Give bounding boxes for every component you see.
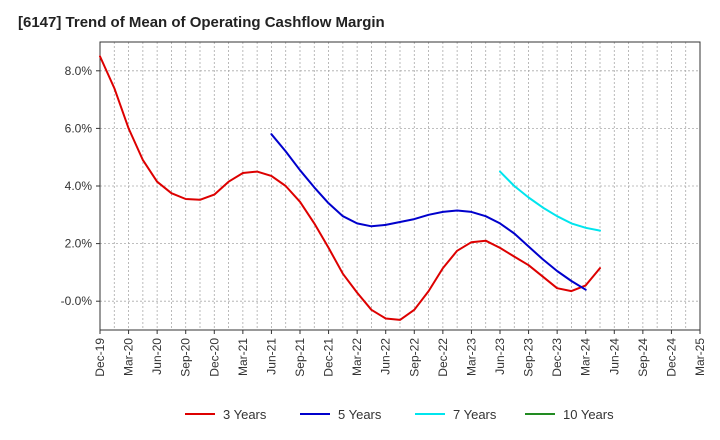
x-tick-label: Mar-24 [579, 338, 593, 376]
y-tick-label: 8.0% [65, 64, 93, 78]
x-tick-label: Dec-19 [93, 338, 107, 377]
series-line [99, 55, 601, 321]
y-tick-label: 6.0% [65, 121, 93, 135]
y-tick-label: -0.0% [61, 294, 93, 308]
x-tick-label: Sep-23 [522, 338, 536, 377]
x-tick-label: Dec-22 [436, 338, 450, 377]
legend-label: 5 Years [338, 407, 382, 422]
chart-title: [6147] Trend of Mean of Operating Cashfl… [18, 14, 385, 31]
x-tick-label: Mar-25 [693, 338, 707, 376]
legend-layer: 3 Years 5 Years 7 Years 10 Years [185, 407, 614, 422]
x-tick-label: Sep-22 [407, 338, 421, 377]
x-tick-label: Dec-20 [207, 338, 221, 377]
axis-layer: -0.0% 2.0% 4.0% 6.0% 8.0% Dec-19 Mar-20 Jun-20 S… [61, 41, 707, 377]
x-tick-label: Mar-22 [350, 338, 364, 376]
series-line [499, 170, 601, 232]
series-line [270, 133, 587, 291]
y-tick-label: 4.0% [65, 179, 93, 193]
x-tick-label: Mar-20 [122, 338, 136, 376]
x-tick-label: Dec-24 [664, 338, 678, 377]
x-tick-label: Jun-21 [264, 338, 278, 375]
x-tick-label: Sep-21 [293, 338, 307, 377]
grid-layer [99, 42, 701, 330]
x-tick-label: Sep-24 [636, 338, 650, 377]
y-tick-label: 2.0% [65, 237, 93, 251]
legend-label: 3 Years [223, 407, 267, 422]
x-tick-label: Mar-23 [464, 338, 478, 376]
x-tick-label: Dec-23 [550, 338, 564, 377]
x-tick-label: Sep-20 [179, 338, 193, 377]
plot-border [99, 41, 701, 331]
legend-label: 7 Years [453, 407, 497, 422]
x-tick-label: Jun-23 [493, 338, 507, 375]
series-layer [99, 55, 601, 321]
x-tick-label: Mar-21 [236, 338, 250, 376]
x-tick-label: Jun-20 [150, 338, 164, 375]
x-tick-label: Jun-24 [607, 338, 621, 375]
x-tick-label: Jun-22 [379, 338, 393, 375]
x-tick-label: Dec-21 [322, 338, 336, 377]
legend-label: 10 Years [563, 407, 614, 422]
